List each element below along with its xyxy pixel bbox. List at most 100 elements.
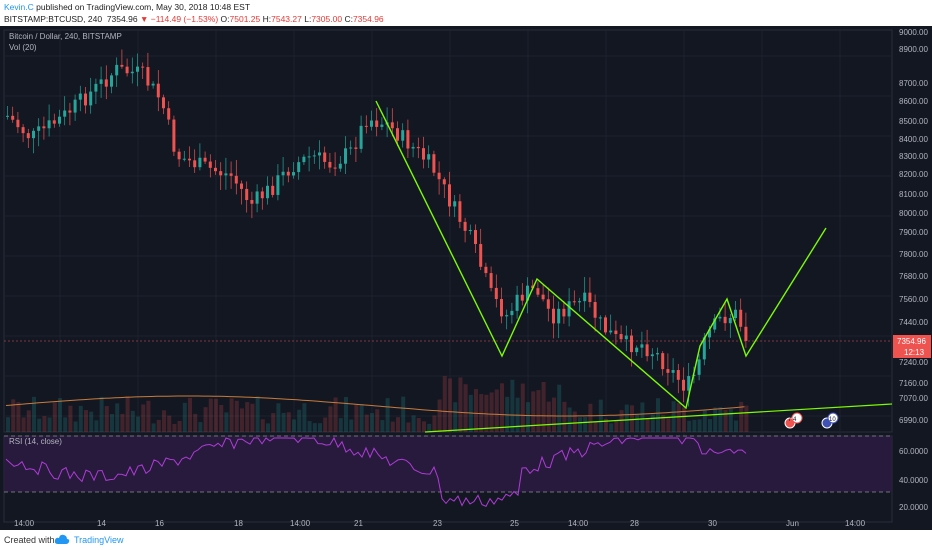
volume-bar	[401, 396, 406, 432]
last-price: 7354.96	[106, 14, 138, 24]
time-tick: 14	[97, 519, 106, 528]
tradingview-cloud-icon	[54, 534, 70, 547]
candle-body	[6, 115, 9, 117]
volume-bar	[588, 403, 593, 432]
candle-body	[260, 191, 264, 199]
volume-bar	[474, 389, 478, 432]
volume-bar	[744, 405, 749, 432]
candle-body	[604, 317, 607, 333]
close-label: C:	[344, 14, 353, 24]
candle-body	[489, 273, 493, 288]
candle-body	[208, 161, 212, 168]
volume-bar	[120, 413, 125, 432]
candle-body	[739, 309, 743, 327]
volume-bar	[302, 403, 307, 432]
candle-body	[84, 93, 87, 106]
candle-body	[94, 83, 98, 92]
candle-body	[214, 167, 217, 172]
volume-bar	[463, 384, 468, 432]
candle-body	[661, 353, 665, 370]
volume-bar	[151, 423, 156, 432]
volume-bar	[364, 414, 369, 432]
volume-bar	[99, 396, 104, 432]
volume-bar	[297, 409, 302, 432]
volume-bar	[63, 417, 68, 432]
volume-bar	[390, 421, 395, 432]
price-tick: 8100.00	[899, 190, 928, 199]
price-tick: 7440.00	[899, 318, 928, 327]
event-marker[interactable]: 7 4	[784, 412, 803, 429]
candle-body	[630, 335, 633, 353]
volume-bar	[385, 398, 390, 432]
low-value: 7305.00	[311, 14, 343, 24]
candle-body	[58, 116, 61, 124]
volume-bar	[427, 423, 432, 432]
candle-body	[562, 308, 566, 317]
volume-bar	[510, 379, 515, 432]
chart-canvas[interactable]: Bitcoin / Dollar, 240, BITSTAMP Vol (20)…	[0, 26, 932, 530]
last-price-tag-text: 7354.96	[897, 337, 926, 346]
countdown-tag-text: 12:13	[904, 348, 925, 357]
volume-bar	[609, 423, 614, 432]
volume-bar	[416, 417, 421, 432]
author-link[interactable]: Kevin.C	[4, 2, 34, 12]
volume-bar	[656, 398, 660, 432]
candle-body	[323, 152, 327, 162]
candle-body	[718, 316, 722, 319]
candle-body	[162, 97, 165, 109]
time-tick: 21	[354, 519, 363, 528]
open-value: 7501.25	[229, 14, 261, 24]
volume-bar	[604, 418, 608, 432]
volume-bar	[344, 396, 348, 432]
price-tick: 7070.00	[899, 394, 928, 403]
volume-bar	[281, 412, 286, 432]
volume-bar	[276, 403, 281, 432]
volume-label: Vol (20)	[9, 43, 37, 52]
volume-bar	[541, 381, 546, 432]
time-tick: 16	[155, 519, 164, 528]
volume-bar	[739, 401, 744, 432]
volume-bar	[708, 419, 712, 432]
volume-bar	[520, 383, 525, 432]
volume-bar	[333, 397, 338, 432]
volume-bar	[489, 392, 494, 432]
volume-bar	[640, 402, 645, 432]
volume-bar	[73, 421, 78, 432]
volume-bar	[42, 416, 47, 432]
candle-body	[500, 299, 503, 317]
candle-body	[297, 162, 301, 173]
volume-bar	[572, 411, 577, 432]
candle-body	[479, 244, 483, 267]
candle-body	[281, 171, 285, 176]
volume-bar	[422, 421, 426, 432]
tradingview-link[interactable]: TradingView	[74, 535, 124, 545]
candle-body	[193, 160, 197, 168]
candle-body	[453, 201, 457, 207]
volume-bar	[6, 417, 10, 432]
candle-body	[78, 93, 82, 100]
volume-bar	[234, 400, 239, 432]
volume-bar	[214, 398, 218, 432]
volume-bar	[162, 410, 166, 432]
chart-area[interactable]: Bitcoin / Dollar, 240, BITSTAMP Vol (20)…	[0, 26, 932, 530]
candle-body	[520, 294, 524, 301]
volume-bar	[323, 417, 328, 432]
candle-body	[598, 317, 602, 319]
volume-bar	[702, 410, 707, 432]
volume-bar	[411, 415, 416, 432]
candle-body	[687, 376, 691, 391]
volume-bar	[188, 397, 192, 432]
volume-bar	[255, 396, 260, 432]
price-tick: 7900.00	[899, 228, 928, 237]
candle-body	[624, 335, 628, 340]
candle-body	[151, 83, 155, 86]
candle-body	[526, 285, 529, 301]
down-arrow-icon: ▼	[139, 14, 149, 24]
candle-body	[333, 167, 337, 169]
main-pane	[3, 29, 893, 433]
volume-bar	[583, 417, 588, 432]
price-tick: 8500.00	[899, 117, 928, 126]
event-marker[interactable]: 10	[821, 412, 839, 429]
candle-body	[47, 120, 51, 129]
price-axis: 9000.00 8900.00 8700.00 8600.00 8500.00 …	[899, 28, 928, 425]
